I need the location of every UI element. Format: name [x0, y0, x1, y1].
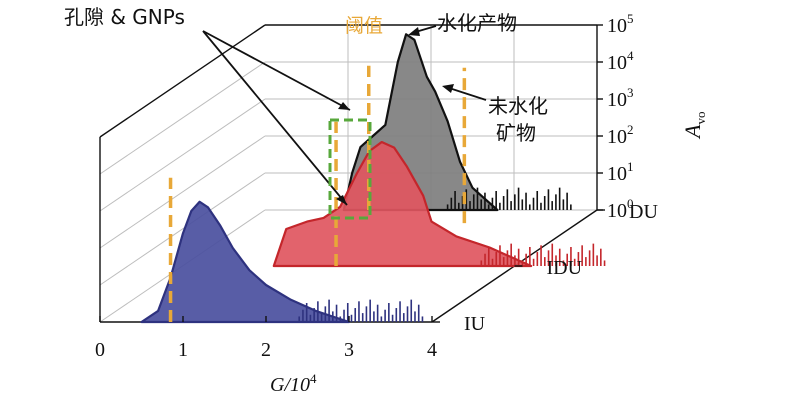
pores-arrowhead-2 [336, 195, 347, 205]
depth-axis: IU IDU DU [432, 201, 658, 335]
y-tick-label-4: 104 [607, 48, 634, 74]
threshold-annotation: 阈值 [345, 15, 383, 37]
pores-annotation: 孔隙 & GNPs [64, 5, 185, 29]
grid-side-2 [99, 135, 266, 249]
grid-side-1 [99, 172, 266, 286]
x-axis-label-base: G/10 [270, 374, 310, 396]
unhydrated-annotation-2: 矿物 [496, 121, 536, 145]
pores-arrow-2 [202, 30, 348, 206]
y-tick-label-5: 105 [607, 11, 634, 37]
grid-side-3 [99, 98, 266, 212]
pores-arrowhead-1 [338, 102, 350, 110]
hydration-arrowhead [408, 27, 420, 36]
depth-label-DU: DU [629, 201, 658, 223]
depth-label-IDU: IDU [547, 257, 583, 279]
left-top-edge [99, 24, 266, 138]
y-tick-label-3: 103 [607, 85, 634, 111]
series-layer [140, 33, 606, 324]
x-tick-label-0: 0 [95, 339, 105, 361]
series-IU-area [140, 200, 351, 324]
series-IDU-area [272, 140, 533, 268]
x-axis-label: G/104 [270, 371, 317, 396]
series-DU-tail [446, 187, 572, 210]
unhydrated-arrow [445, 86, 487, 101]
x-tick-label-3: 3 [344, 339, 354, 361]
series-IDU-tail [480, 243, 606, 266]
pores-highlight-box [328, 118, 372, 220]
series-IU-tail [298, 299, 424, 322]
y-axis-label-base: A [680, 124, 705, 140]
x-tick-label-1: 1 [178, 339, 188, 361]
unhydrated-annotation-1: 未水化 [488, 94, 548, 118]
y-tick-label-0: 100 [607, 196, 634, 222]
x-axis: 0 1 2 3 4 [95, 316, 437, 361]
y-tick-label-1: 101 [607, 159, 634, 185]
grid-side-4 [99, 61, 266, 175]
depth-label-IU: IU [464, 313, 486, 335]
annotations: 孔隙 & GNPs 阈值 水化产物 未水化 矿物 [64, 5, 548, 220]
y-tick-label-2: 102 [607, 122, 634, 148]
x-tick-label-4: 4 [427, 339, 437, 361]
hydration-annotation: 水化产物 [437, 11, 517, 35]
x-tick-label-2: 2 [261, 339, 271, 361]
y-axis-label-sub: vo [693, 112, 708, 125]
x-axis-label-sup: 4 [310, 371, 317, 386]
y-axis-label: Avo [680, 112, 708, 140]
pores-arrow-1 [202, 30, 351, 111]
y-axis: 100 101 102 103 104 105 [597, 11, 634, 222]
unhydrated-arrowhead [442, 84, 454, 93]
